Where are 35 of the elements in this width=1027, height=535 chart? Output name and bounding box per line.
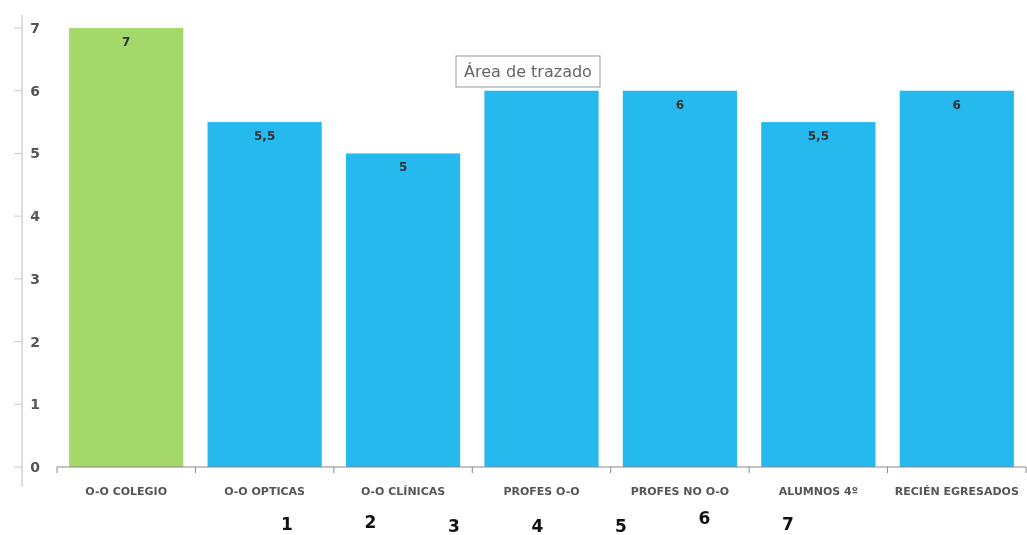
data-label: 5,5 bbox=[807, 129, 829, 144]
x-tick-label: O-O CLÍNICAS bbox=[360, 485, 446, 498]
annotation: Área de trazado bbox=[464, 62, 592, 81]
y-tick-label: 7 bbox=[30, 20, 40, 36]
x-tick-label: PROFES O-O bbox=[503, 485, 580, 498]
y-tick-label: 1 bbox=[30, 396, 40, 413]
bar bbox=[899, 90, 1014, 467]
y-tick-label: 0 bbox=[30, 459, 41, 475]
data-label: 7 bbox=[122, 35, 131, 49]
x-tick-label: O-O OPTICAS bbox=[224, 485, 306, 498]
data-label: 6 bbox=[952, 97, 961, 112]
text: 5 bbox=[615, 516, 627, 535]
x-tick-label: RECIÉN EGRESADOS bbox=[894, 485, 1019, 498]
y-tick-label: 3 bbox=[30, 270, 40, 287]
y-tick-label: 2 bbox=[30, 333, 40, 350]
y-tick-label: 4 bbox=[30, 208, 41, 225]
text: 2 bbox=[364, 512, 377, 532]
data-label: 5 bbox=[398, 160, 408, 175]
x-tick-label: ALUMNOS 4º bbox=[778, 485, 858, 498]
bar bbox=[207, 122, 322, 467]
bar bbox=[345, 153, 461, 467]
x-tick-label: O-O COLEGIO bbox=[85, 485, 168, 498]
bar bbox=[761, 122, 876, 467]
text: 3 bbox=[448, 516, 460, 535]
text: 4 bbox=[531, 516, 544, 535]
text: 6 bbox=[698, 508, 711, 528]
x-tick-label: PROFES NO O-O bbox=[630, 485, 730, 498]
bar bbox=[622, 90, 738, 467]
y-tick-label: 5 bbox=[30, 145, 40, 162]
bar bbox=[69, 28, 184, 467]
data-label: 6 bbox=[675, 97, 685, 112]
y-tick-label: 6 bbox=[30, 82, 40, 99]
text: 7 bbox=[782, 514, 794, 534]
text: 1 bbox=[281, 514, 293, 534]
data-label: 5,5 bbox=[254, 129, 276, 144]
